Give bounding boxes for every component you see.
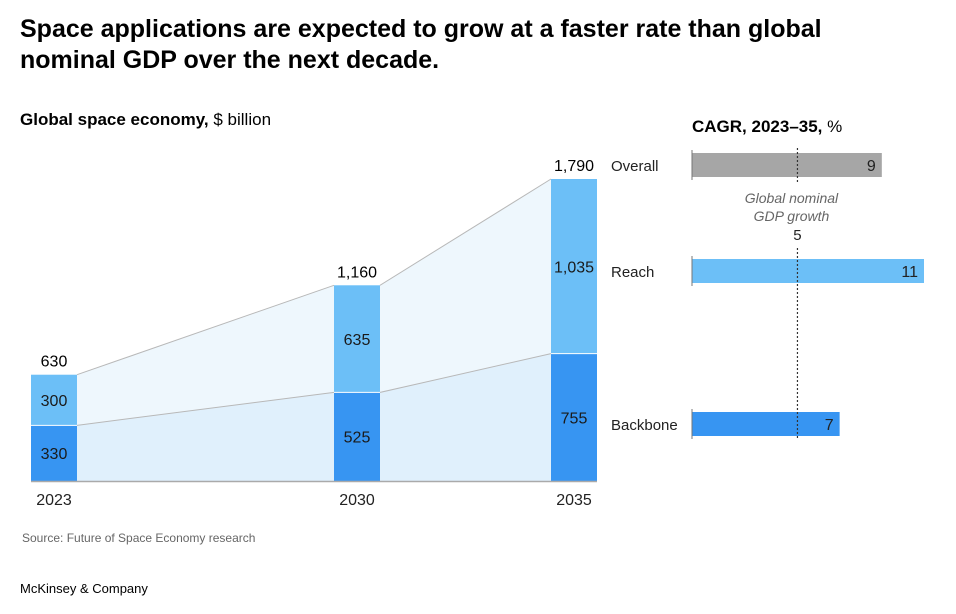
backbone-value-label: 525	[344, 430, 371, 447]
category-label: Overall	[611, 158, 659, 175]
right-subtitle-unit: %	[827, 117, 843, 136]
reach-bar	[551, 179, 597, 354]
right-chart-subtitle: CAGR, 2023–35, %	[692, 117, 842, 137]
backbone-area	[380, 353, 551, 481]
total-connector-line	[76, 284, 335, 376]
total-connector-line	[379, 178, 552, 286]
cagr-value-label: 7	[825, 417, 834, 434]
cagr-value-label: 9	[867, 158, 876, 175]
reach-bar	[334, 285, 380, 393]
x-tick-label: 2023	[36, 492, 72, 509]
reach-area	[77, 285, 334, 426]
left-subtitle-bold: Global space economy,	[20, 110, 209, 129]
left-chart-subtitle: Global space economy, $ billion	[20, 110, 271, 130]
backbone-bar	[31, 425, 77, 481]
total-label: 630	[41, 354, 68, 371]
reach-value-label: 635	[344, 332, 371, 349]
chart-title: Space applications are expected to grow …	[20, 15, 822, 74]
cagr-value-label: 11	[901, 264, 918, 281]
source-note: Source: Future of Space Economy research	[22, 531, 256, 545]
backbone-bar	[334, 392, 380, 481]
x-tick-label: 2030	[339, 492, 375, 509]
reference-label-line2: GDP growth	[754, 208, 830, 224]
backbone-bar	[551, 353, 597, 481]
reach-value-label: 1,035	[554, 259, 594, 276]
category-label: Backbone	[611, 417, 678, 434]
backbone-connector-line	[379, 353, 552, 393]
reference-label-line1: Global nominal	[745, 190, 839, 206]
right-subtitle-bold: CAGR, 2023–35,	[692, 117, 823, 136]
cagr-bar	[692, 153, 882, 177]
x-tick-label: 2035	[556, 492, 592, 509]
backbone-value-label: 755	[561, 410, 588, 427]
total-label: 1,790	[554, 158, 594, 175]
reach-value-label: 300	[41, 393, 68, 410]
reach-bar	[31, 374, 77, 426]
category-label: Reach	[611, 264, 654, 281]
backbone-value-label: 330	[41, 446, 68, 463]
backbone-connector-line	[76, 391, 335, 426]
cagr-bar	[692, 259, 924, 283]
left-subtitle-unit: $ billion	[213, 110, 272, 129]
reach-area	[380, 179, 551, 393]
reference-value-label: 5	[793, 227, 801, 244]
cagr-bar	[692, 412, 840, 436]
backbone-area	[77, 392, 334, 481]
total-label: 1,160	[337, 264, 377, 281]
brand-logo-text: McKinsey & Company	[20, 581, 148, 596]
